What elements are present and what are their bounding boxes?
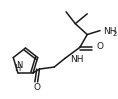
Text: H: H <box>14 64 20 73</box>
Text: O: O <box>33 83 40 92</box>
Text: NH: NH <box>103 27 116 36</box>
Text: NH: NH <box>70 55 83 64</box>
Text: O: O <box>96 42 103 51</box>
Text: 2: 2 <box>113 31 117 37</box>
Text: N: N <box>16 61 22 70</box>
